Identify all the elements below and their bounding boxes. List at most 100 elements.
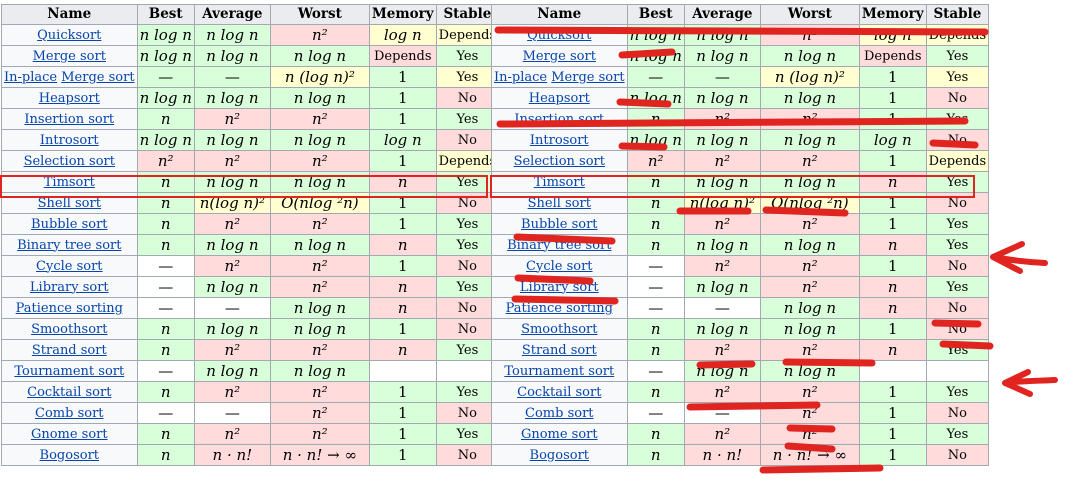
algorithm-link-library-sort[interactable]: Library sort [519, 279, 599, 295]
algorithm-link-merge-sort[interactable]: Merge sort [551, 69, 625, 85]
algorithm-link-merge-sort[interactable]: Merge sort [61, 69, 135, 85]
algorithm-link-cocktail-sort[interactable]: Cocktail sort [27, 384, 112, 400]
algorithm-link-cocktail-sort[interactable]: Cocktail sort [517, 384, 602, 400]
best-cell: n [626, 171, 685, 193]
algorithm-link-cycle-sort[interactable]: Cycle sort [526, 258, 593, 274]
algorithm-link-insertion-sort[interactable]: Insertion sort [24, 111, 115, 127]
memory-cell: log n [368, 129, 437, 151]
arrow-mark-tournament-sort [1002, 369, 1058, 397]
memory-cell: 1 [368, 66, 437, 88]
algorithm-name-cell: Patience sorting [491, 297, 628, 319]
algorithm-link-cycle-sort[interactable]: Cycle sort [36, 258, 103, 274]
best-cell: — [136, 402, 195, 424]
algorithm-link-selection-sort[interactable]: Selection sort [23, 153, 115, 169]
algorithm-link-bogosort[interactable]: Bogosort [529, 447, 590, 463]
stable-cell: No [925, 444, 990, 466]
worst-cell: n² [269, 339, 370, 361]
stable-cell: Yes [925, 108, 990, 130]
memory-cell: 1 [858, 381, 927, 403]
average-cell: n(log n)² [193, 192, 271, 214]
stable-cell: Yes [925, 171, 990, 193]
best-cell: n [136, 108, 195, 130]
algorithm-link-insertion-sort[interactable]: Insertion sort [514, 111, 605, 127]
memory-cell: 1 [858, 150, 927, 172]
algorithm-link-strand-sort[interactable]: Strand sort [521, 342, 597, 358]
algorithm-link-quicksort[interactable]: Quicksort [37, 27, 102, 43]
sorting-table-annotated: Name Best Average Worst Memory Stable Quickso… [491, 4, 990, 466]
algorithm-link-introsort[interactable]: Introsort [529, 132, 589, 148]
algorithm-link-bubble-sort[interactable]: Bubble sort [31, 216, 108, 232]
average-cell: n² [193, 255, 271, 277]
algorithm-name-cell: Tournament sort [491, 360, 628, 382]
stable-cell: Yes [435, 45, 500, 67]
memory-cell: Depends [368, 45, 437, 67]
best-cell: n [626, 318, 685, 340]
algorithm-link-shell-sort[interactable]: Shell sort [37, 195, 101, 211]
algorithm-link-binary-tree-sort[interactable]: Binary tree sort [17, 237, 122, 253]
algorithm-link-strand-sort[interactable]: Strand sort [31, 342, 107, 358]
table-row: Selection sort n² n² n² 1 Depends [491, 150, 990, 172]
algorithm-link-smoothsort[interactable]: Smoothsort [31, 321, 108, 337]
algorithm-link-timsort[interactable]: Timsort [533, 174, 585, 190]
stable-cell [435, 360, 500, 382]
algorithm-link-quicksort[interactable]: Quicksort [527, 27, 592, 43]
algorithm-link-bogosort[interactable]: Bogosort [39, 447, 100, 463]
memory-cell: 1 [858, 213, 927, 235]
average-cell: n² [193, 150, 271, 172]
average-cell: n² [683, 255, 761, 277]
stable-cell: Yes [435, 381, 500, 403]
algorithm-link-in-place[interactable]: In-place [4, 69, 58, 85]
stable-cell: Yes [925, 66, 990, 88]
average-cell: — [683, 66, 761, 88]
algorithm-link-merge-sort[interactable]: Merge sort [522, 48, 596, 64]
algorithm-link-comb-sort[interactable]: Comb sort [525, 405, 594, 421]
algorithm-link-heapsort[interactable]: Heapsort [528, 90, 590, 106]
stable-cell: Yes [435, 108, 500, 130]
best-cell: n log n [136, 45, 195, 67]
algorithm-name-cell: Timsort [1, 171, 138, 193]
worst-cell: n · n! → ∞ [269, 444, 370, 466]
algorithm-name-cell: Timsort [491, 171, 628, 193]
algorithm-link-gnome-sort[interactable]: Gnome sort [30, 426, 108, 442]
memory-cell: 1 [368, 108, 437, 130]
average-cell: — [683, 297, 761, 319]
algorithm-link-heapsort[interactable]: Heapsort [38, 90, 100, 106]
algorithm-link-patience-sorting[interactable]: Patience sorting [505, 300, 613, 316]
algorithm-link-library-sort[interactable]: Library sort [29, 279, 109, 295]
algorithm-link-introsort[interactable]: Introsort [39, 132, 99, 148]
column-header-memory: Memory [858, 4, 927, 25]
memory-cell: n [858, 171, 927, 193]
algorithm-link-comb-sort[interactable]: Comb sort [35, 405, 104, 421]
algorithm-link-tournament-sort[interactable]: Tournament sort [14, 363, 125, 379]
average-cell: n² [193, 381, 271, 403]
algorithm-link-binary-tree-sort[interactable]: Binary tree sort [507, 237, 612, 253]
memory-cell: 1 [858, 318, 927, 340]
algorithm-link-smoothsort[interactable]: Smoothsort [521, 321, 598, 337]
algorithm-name-cell: Smoothsort [491, 318, 628, 340]
best-cell: n [626, 381, 685, 403]
algorithm-link-in-place[interactable]: In-place [494, 69, 548, 85]
stable-cell: Depends [925, 150, 990, 172]
algorithm-link-bubble-sort[interactable]: Bubble sort [521, 216, 598, 232]
algorithm-link-patience-sorting[interactable]: Patience sorting [15, 300, 123, 316]
algorithm-name-cell: Comb sort [491, 402, 628, 424]
worst-cell: n² [269, 108, 370, 130]
memory-cell: 1 [858, 87, 927, 109]
average-cell: — [193, 402, 271, 424]
memory-cell: log n [368, 24, 437, 46]
memory-cell: n [368, 276, 437, 298]
average-cell: n log n [193, 45, 271, 67]
algorithm-link-shell-sort[interactable]: Shell sort [527, 195, 591, 211]
stable-cell: No [925, 318, 990, 340]
table-row: Bogosort n n · n! n · n! → ∞ 1 No [1, 444, 500, 466]
algorithm-link-timsort[interactable]: Timsort [43, 174, 95, 190]
algorithm-link-merge-sort[interactable]: Merge sort [32, 48, 106, 64]
algorithm-link-tournament-sort[interactable]: Tournament sort [504, 363, 615, 379]
algorithm-link-selection-sort[interactable]: Selection sort [513, 153, 605, 169]
algorithm-link-gnome-sort[interactable]: Gnome sort [520, 426, 598, 442]
